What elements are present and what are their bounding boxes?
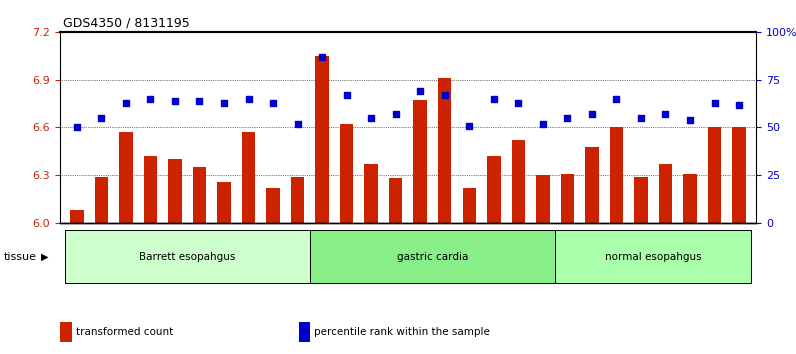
Point [119, 100, 132, 105]
Bar [659, 164, 672, 223]
Bar [168, 159, 181, 223]
Point [95, 115, 107, 121]
Text: ▶: ▶ [41, 252, 49, 262]
Bar [536, 175, 549, 223]
Bar [340, 124, 353, 223]
Bar [683, 174, 696, 223]
Text: GDS4350 / 8131195: GDS4350 / 8131195 [63, 16, 190, 29]
Bar [95, 177, 108, 223]
Point [340, 92, 353, 98]
Bar [487, 156, 501, 223]
Point [291, 121, 304, 126]
Bar [512, 140, 525, 223]
Point [512, 100, 525, 105]
Point [732, 102, 745, 107]
Bar [462, 188, 476, 223]
Text: percentile rank within the sample: percentile rank within the sample [314, 327, 490, 337]
Point [267, 100, 279, 105]
Point [634, 115, 647, 121]
Point [659, 111, 672, 117]
Bar [315, 56, 329, 223]
Point [242, 96, 255, 102]
Point [217, 100, 230, 105]
Bar [413, 101, 427, 223]
Bar [193, 167, 206, 223]
Bar [291, 177, 304, 223]
Point [561, 115, 574, 121]
Text: gastric cardia: gastric cardia [396, 252, 468, 262]
Point [708, 100, 721, 105]
Point [389, 111, 402, 117]
Point [463, 123, 476, 129]
Bar [242, 132, 256, 223]
Point [169, 98, 181, 103]
Text: transformed count: transformed count [76, 327, 173, 337]
Text: Barrett esopahgus: Barrett esopahgus [139, 252, 236, 262]
Bar [610, 127, 623, 223]
Bar [708, 127, 721, 223]
Point [414, 88, 427, 94]
Bar [365, 164, 378, 223]
Bar [119, 132, 133, 223]
Point [365, 115, 377, 121]
Bar [732, 127, 746, 223]
Point [537, 121, 549, 126]
Bar [438, 78, 451, 223]
Point [71, 125, 84, 130]
Point [193, 98, 206, 103]
Bar [634, 177, 648, 223]
Point [610, 96, 622, 102]
Point [586, 111, 599, 117]
Bar [217, 182, 231, 223]
Bar [585, 147, 599, 223]
Bar [267, 188, 280, 223]
Point [144, 96, 157, 102]
Point [487, 96, 500, 102]
Text: tissue: tissue [4, 252, 37, 262]
Bar [389, 178, 403, 223]
Point [316, 54, 329, 59]
Point [439, 92, 451, 98]
Bar [560, 174, 574, 223]
Bar [70, 210, 84, 223]
Bar [144, 156, 157, 223]
Point [684, 117, 696, 122]
Text: normal esopahgus: normal esopahgus [605, 252, 701, 262]
